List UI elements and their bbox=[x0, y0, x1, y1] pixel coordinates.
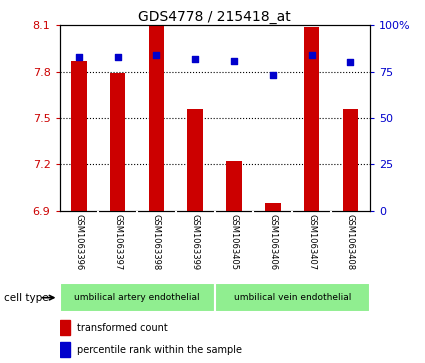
Text: GSM1063398: GSM1063398 bbox=[152, 214, 161, 270]
Bar bbox=[110, 73, 125, 211]
Text: GSM1063399: GSM1063399 bbox=[191, 214, 200, 270]
Text: cell type: cell type bbox=[4, 293, 49, 303]
Bar bbox=[60, 320, 71, 335]
Text: umbilical artery endothelial: umbilical artery endothelial bbox=[74, 293, 200, 302]
Point bbox=[269, 73, 276, 78]
Bar bbox=[226, 161, 242, 211]
Bar bbox=[60, 342, 71, 357]
Title: GDS4778 / 215418_at: GDS4778 / 215418_at bbox=[138, 11, 291, 24]
Bar bbox=[215, 283, 370, 312]
Text: percentile rank within the sample: percentile rank within the sample bbox=[76, 345, 241, 355]
Bar bbox=[149, 25, 164, 211]
Point bbox=[76, 54, 82, 60]
Text: GSM1063397: GSM1063397 bbox=[113, 214, 122, 270]
Text: GSM1063396: GSM1063396 bbox=[74, 214, 83, 270]
Text: umbilical vein endothelial: umbilical vein endothelial bbox=[233, 293, 351, 302]
Bar bbox=[265, 203, 280, 211]
Text: GSM1063405: GSM1063405 bbox=[230, 214, 238, 270]
Bar bbox=[304, 27, 319, 211]
Point bbox=[347, 60, 354, 65]
Text: GSM1063408: GSM1063408 bbox=[346, 214, 355, 270]
Text: transformed count: transformed count bbox=[76, 323, 167, 333]
Point bbox=[153, 52, 160, 58]
Point bbox=[114, 54, 121, 60]
Point bbox=[192, 56, 198, 62]
Bar bbox=[187, 109, 203, 211]
Text: GSM1063406: GSM1063406 bbox=[268, 214, 277, 270]
Point bbox=[308, 52, 315, 58]
Bar bbox=[60, 283, 215, 312]
Bar bbox=[343, 109, 358, 211]
Text: GSM1063407: GSM1063407 bbox=[307, 214, 316, 270]
Point bbox=[231, 58, 238, 64]
Bar bbox=[71, 61, 87, 211]
